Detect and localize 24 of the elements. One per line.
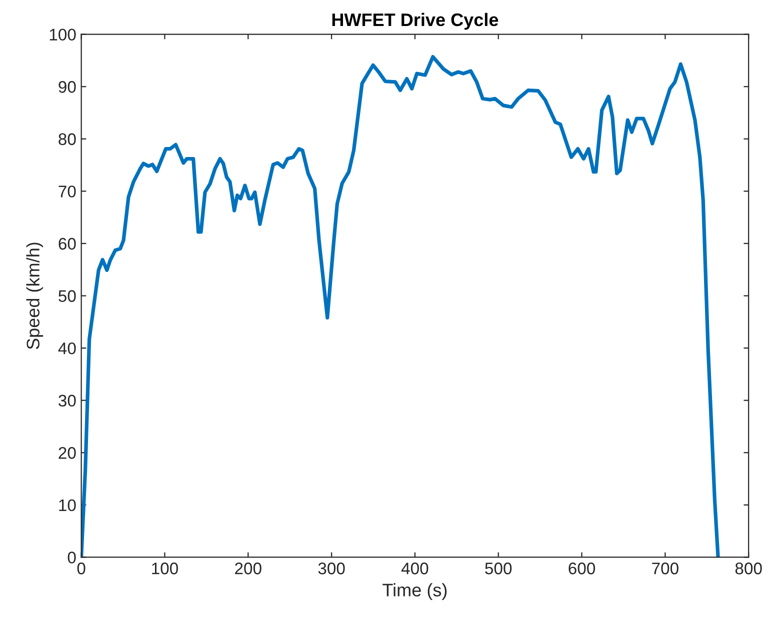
y-tick-label: 10 <box>59 499 76 512</box>
chart-title: HWFET Drive Cycle <box>332 12 498 30</box>
x-tick-label: 0 <box>77 562 86 574</box>
y-tick-label: 50 <box>58 290 76 302</box>
y-tick-label: 40 <box>58 342 76 354</box>
y-tick-label: 20 <box>58 447 76 459</box>
x-tick-label: 300 <box>318 562 345 574</box>
y-tick-label: 0 <box>68 552 76 564</box>
y-tick-label: 30 <box>58 394 76 407</box>
x-tick-label: 500 <box>485 562 512 574</box>
y-tick-label: 60 <box>58 238 76 250</box>
x-tick-label: 600 <box>568 562 596 574</box>
x-tick-label: 100 <box>152 562 178 574</box>
x-tick-label: 200 <box>235 562 262 574</box>
y-axis-title: Speed (km/h) <box>26 242 44 350</box>
y-tick-label: 80 <box>58 133 76 146</box>
line-series <box>81 55 720 558</box>
y-tick-label: 100 <box>50 28 76 41</box>
x-axis-title: Time (s) <box>382 583 447 600</box>
x-tick-label: 400 <box>401 562 428 574</box>
y-tick-label: 90 <box>58 81 76 93</box>
x-tick-label: 800 <box>735 562 762 574</box>
x-tick-label: 700 <box>652 562 678 574</box>
y-tick-label: 70 <box>58 186 76 198</box>
